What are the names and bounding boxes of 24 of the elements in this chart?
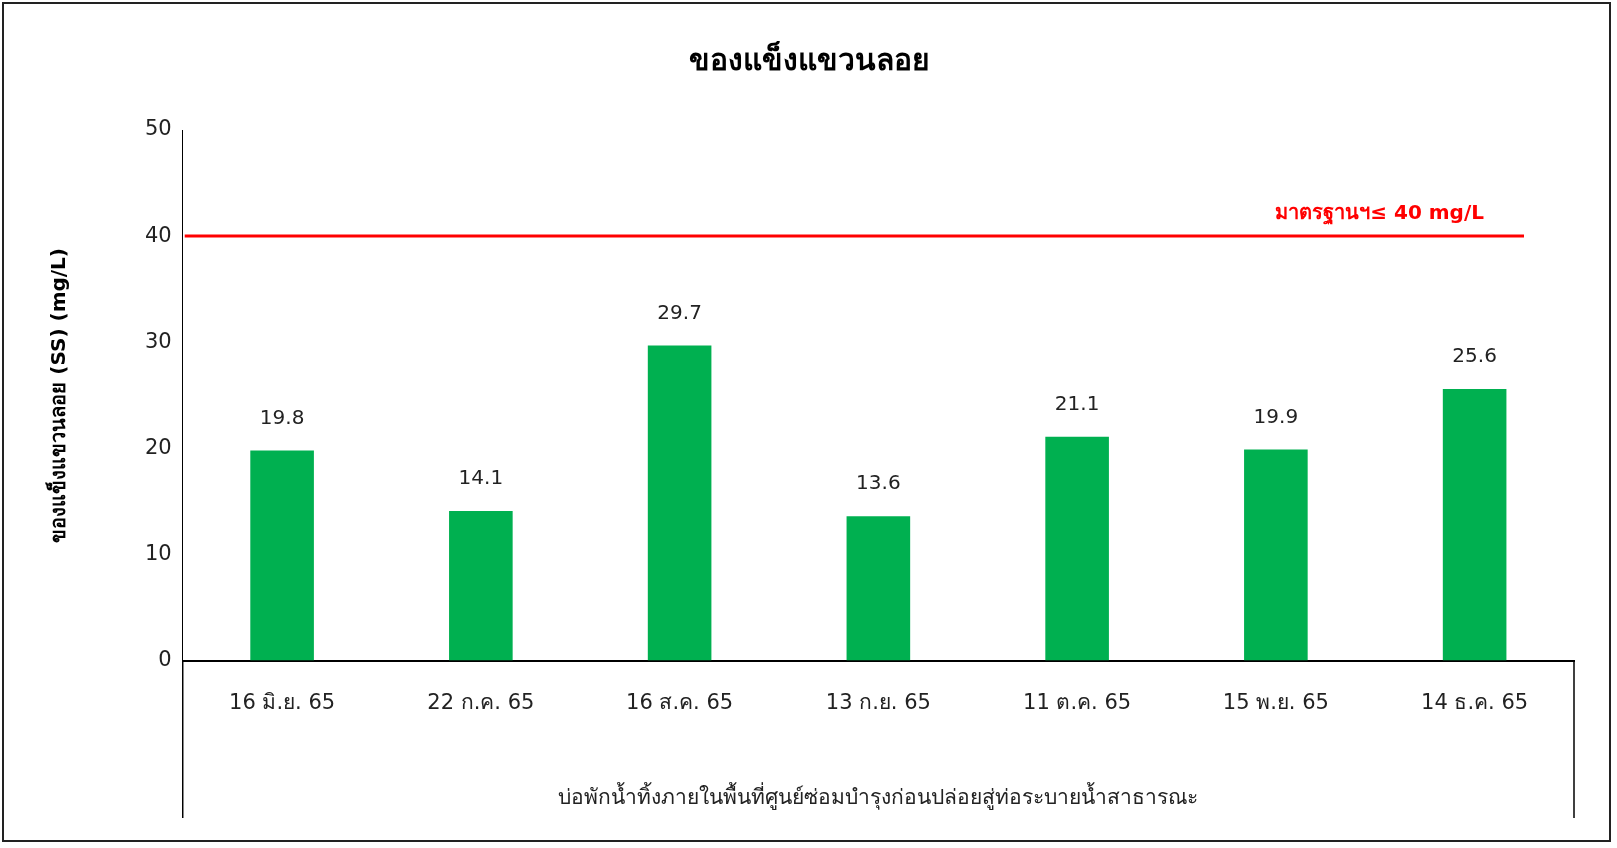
y-tick-label: 40 <box>144 222 172 247</box>
data-label: 14.1 <box>458 465 504 490</box>
x-tick-label: 14 ธ.ค. 65 <box>1421 689 1529 714</box>
x-tick-label: 13 ก.ย. 65 <box>825 689 931 714</box>
data-label: 13.6 <box>856 470 901 495</box>
data-label: 19.8 <box>259 404 305 429</box>
x-tick-label: 16 ส.ค. 65 <box>626 689 734 714</box>
y-tick-label: 50 <box>144 116 172 141</box>
x-tick-label: 11 ต.ค. 65 <box>1023 689 1132 714</box>
ref-line-label: มาตรฐานฯ≤ 40 mg/L <box>1275 200 1485 227</box>
x-tick-label: 22 ก.ค. 65 <box>427 689 535 714</box>
data-label: 25.6 <box>1452 343 1497 368</box>
data-label: 21.1 <box>1054 390 1100 415</box>
y-tick-label: 30 <box>144 328 172 353</box>
y-tick-label: 20 <box>144 434 172 459</box>
chart-title: ของแข็งแขวนลอย <box>688 40 930 77</box>
y-axis-title: ของแข็งแขวนลอย (SS) (mg/L) <box>45 248 71 543</box>
data-label: 19.9 <box>1253 403 1299 428</box>
x-tick-label: 15 พ.ย. 65 <box>1222 689 1329 714</box>
data-label: 29.7 <box>657 299 702 324</box>
x-tick-label: 16 มิ.ย. 65 <box>229 689 336 714</box>
y-tick-label: 0 <box>158 647 172 672</box>
x-axis-title: บ่อพักน้ำทิ้งภายในพื้นที่ศูนย์ซ่อมบำรุงก่อนปล่อยสู่ท่อระบายน้ำสาธารณะ <box>558 781 1199 810</box>
y-tick-label: 10 <box>144 540 172 565</box>
